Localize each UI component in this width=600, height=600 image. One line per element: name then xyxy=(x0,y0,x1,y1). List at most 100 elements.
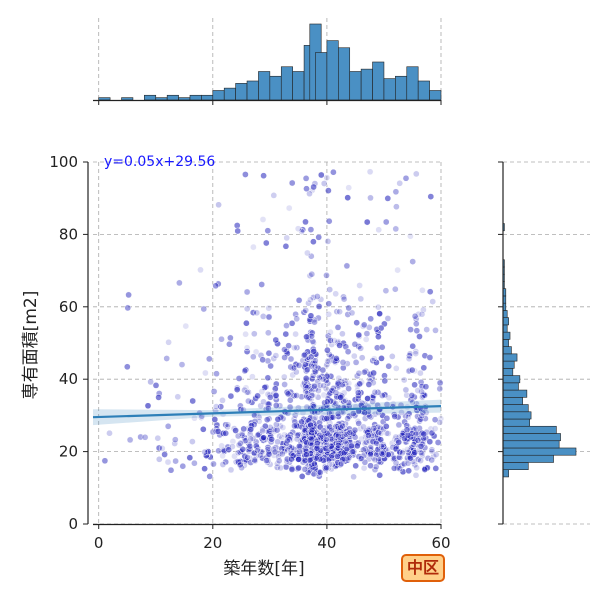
scatter-point xyxy=(323,272,330,279)
scatter-point xyxy=(234,449,242,457)
scatter-point xyxy=(370,369,377,377)
scatter-point xyxy=(421,466,429,473)
top-hist-bar xyxy=(406,66,419,101)
scatter-point xyxy=(404,413,412,421)
scatter-point xyxy=(315,387,322,394)
scatter-point xyxy=(201,465,208,473)
axes xyxy=(83,99,504,529)
scatter-point xyxy=(392,459,400,467)
scatter-point xyxy=(294,431,301,439)
scatter-point xyxy=(235,375,243,382)
scatter-point xyxy=(400,376,408,384)
right-hist-bar xyxy=(502,346,512,355)
top-hist-bar xyxy=(372,61,385,101)
scatter-point xyxy=(350,473,357,481)
y-tick-label: 100 xyxy=(49,153,78,171)
scatter-point xyxy=(337,460,345,468)
scatter-point xyxy=(234,432,242,440)
scatter-point xyxy=(436,385,444,393)
scatter-point xyxy=(275,457,283,465)
scatter-point xyxy=(345,304,353,312)
scatter-point xyxy=(333,308,341,315)
scatter-point xyxy=(182,322,190,330)
scatter-point xyxy=(165,338,172,346)
top-hist-bar xyxy=(338,47,351,101)
top-hist-bar xyxy=(98,97,111,101)
scatter-point xyxy=(155,455,163,463)
scatter-point xyxy=(247,426,255,433)
top-hist-bar xyxy=(326,40,339,101)
x-tick-label: 20 xyxy=(203,534,222,552)
scatter-point xyxy=(378,442,385,450)
scatter-point xyxy=(277,449,284,457)
scatter-point xyxy=(189,438,196,445)
top-hist-bar xyxy=(201,94,214,101)
scatter-point xyxy=(288,319,296,327)
scatter-point xyxy=(243,348,251,355)
scatter-point xyxy=(308,329,316,337)
scatter-point xyxy=(312,368,319,376)
scatter-point xyxy=(282,242,290,250)
scatter-point xyxy=(345,184,353,192)
scatter-point xyxy=(288,455,295,463)
scatter-point xyxy=(325,310,333,318)
right-hist-bar xyxy=(502,411,532,420)
scatter-point xyxy=(243,288,251,296)
scatter-point xyxy=(362,336,370,343)
scatter-point xyxy=(344,194,352,202)
scatter-point xyxy=(320,180,328,187)
scatter-point xyxy=(272,352,280,359)
scatter-point xyxy=(273,426,281,434)
right-hist-bar xyxy=(502,469,509,478)
scatter-point xyxy=(281,381,288,388)
scatter-point xyxy=(271,385,279,393)
top-hist-bar xyxy=(429,90,442,101)
y-tick-label: 40 xyxy=(59,370,78,388)
scatter-point xyxy=(176,279,183,287)
scatter-point xyxy=(332,389,340,396)
scatter-point xyxy=(279,424,287,431)
scatter-point xyxy=(211,416,219,423)
scatter-point xyxy=(265,349,273,357)
scatter-point xyxy=(267,362,274,370)
scatter-point xyxy=(302,218,309,226)
scatter-point xyxy=(226,340,233,348)
scatter-point xyxy=(351,340,359,348)
scatter-point xyxy=(222,429,230,437)
scatter-point xyxy=(334,444,342,452)
scatter-point xyxy=(332,290,340,298)
scatter-point xyxy=(410,441,417,448)
scatter-point xyxy=(418,412,426,420)
top-hist-bar xyxy=(349,71,362,101)
scatter-point xyxy=(403,391,411,399)
scatter-point xyxy=(310,470,318,478)
scatter-point xyxy=(264,374,272,382)
scatter-point xyxy=(324,346,331,354)
scatter-point xyxy=(172,457,179,465)
scatter-point xyxy=(343,262,351,270)
scatter-point xyxy=(268,435,275,443)
scatter-point xyxy=(355,369,363,377)
scatter-point xyxy=(320,382,328,390)
scatter-point xyxy=(432,465,440,472)
scatter-point xyxy=(247,459,255,466)
scatter-point xyxy=(200,305,208,313)
scatter-point xyxy=(310,348,318,355)
scatter-point xyxy=(344,415,351,422)
scatter-point xyxy=(210,460,217,468)
scatter-point xyxy=(205,355,213,363)
scatter-point xyxy=(405,355,413,363)
scatter-point xyxy=(367,194,374,202)
scatter-point xyxy=(395,421,403,429)
right-hist-bar xyxy=(502,389,528,398)
scatter-point xyxy=(307,434,315,442)
scatter-point xyxy=(382,287,390,295)
scatter-point xyxy=(352,359,360,366)
scatter-point xyxy=(285,342,292,350)
scatter-point xyxy=(293,344,301,351)
top-hist-bar xyxy=(395,75,408,101)
scatter-point xyxy=(335,374,343,382)
scatter-point xyxy=(369,438,377,445)
right-hist-bar xyxy=(502,418,530,427)
